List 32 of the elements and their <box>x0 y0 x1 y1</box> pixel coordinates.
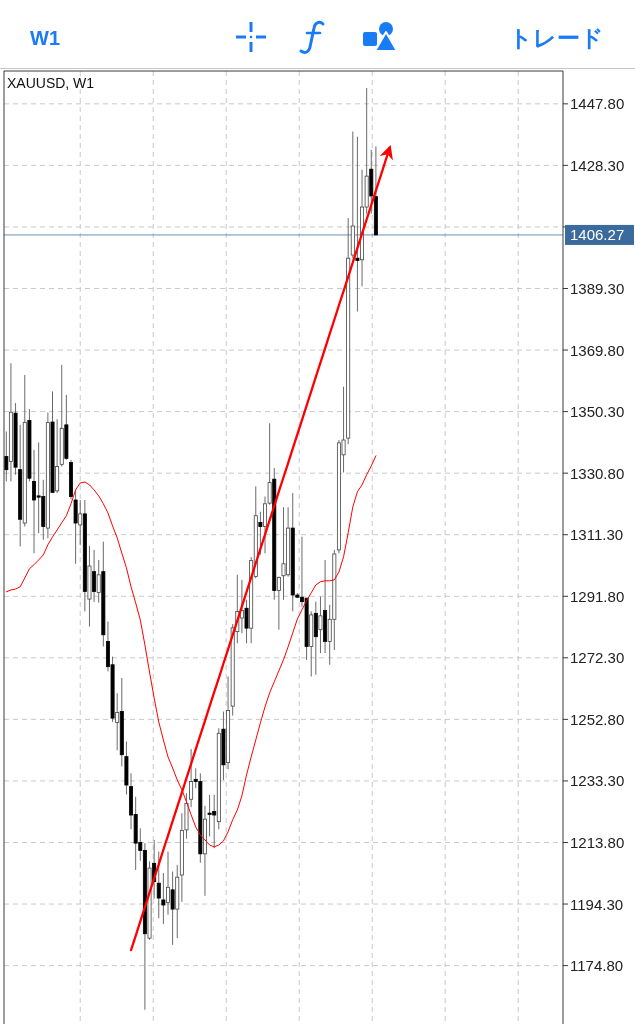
y-tick-label: 1213.80 <box>570 833 625 851</box>
candlestick <box>281 506 286 601</box>
candlestick <box>355 136 360 313</box>
y-tick-label: 1350.30 <box>570 403 625 421</box>
ref-line-label: 1406.27 <box>570 226 625 244</box>
candlestick <box>78 499 83 546</box>
y-tick-label: 1330.80 <box>570 464 625 482</box>
y-tick-label: 1174.80 <box>570 957 624 975</box>
candlestick <box>239 579 244 634</box>
text: トレード <box>509 25 604 51</box>
candlestick <box>276 576 281 631</box>
y-tick-label: 1194.30 <box>570 895 624 913</box>
y-tick-label: 1428.30 <box>570 156 625 174</box>
y-tick-label: 1233.30 <box>570 772 625 790</box>
candlestick <box>92 549 97 603</box>
y-tick-label: 1291.80 <box>570 587 625 605</box>
candlestick <box>115 692 120 751</box>
y-tick-label: 1252.80 <box>570 710 625 728</box>
candlestick <box>318 596 323 654</box>
candlestick <box>36 442 41 534</box>
text: W1 <box>30 27 60 49</box>
y-tick-label: 1369.80 <box>570 341 625 359</box>
candlestick <box>73 489 78 565</box>
chart-title: XAUUSD, W1 <box>7 75 95 91</box>
candlestick <box>166 851 170 916</box>
candlestick <box>258 511 263 556</box>
y-tick-label: 1311.30 <box>570 526 624 544</box>
candlestick <box>156 851 161 919</box>
y-tick-label: 1272.30 <box>570 649 625 667</box>
y-tick-label: 1447.80 <box>570 95 625 113</box>
candlestick <box>313 601 318 676</box>
y-tick-label: 1389.30 <box>570 279 625 297</box>
